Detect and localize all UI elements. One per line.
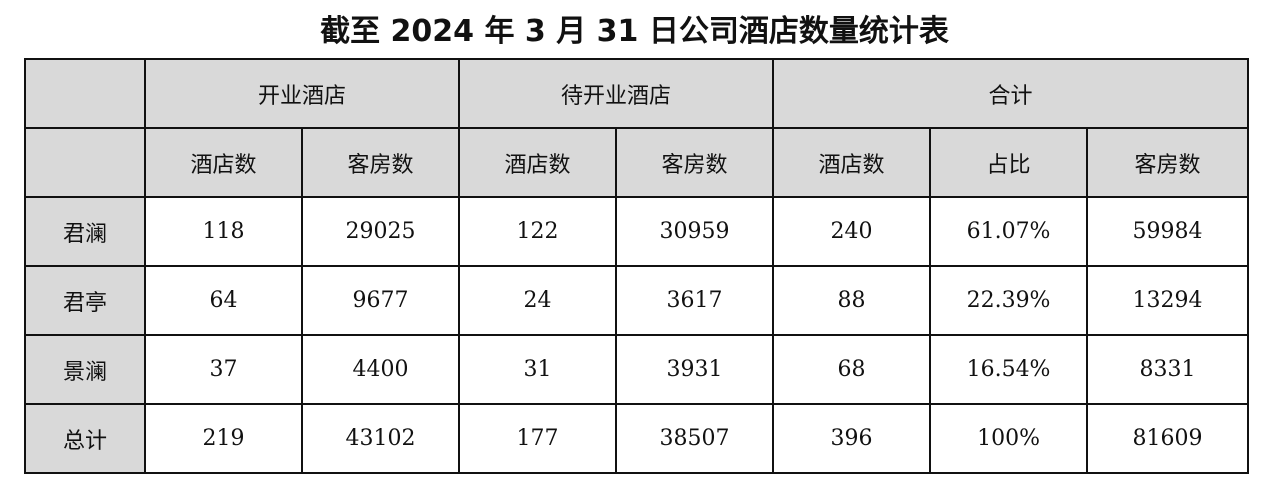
group-header-open: 开业酒店 [143, 58, 461, 129]
table-cell: 100% [929, 403, 1089, 474]
table-cell: 16.54% [929, 334, 1089, 405]
table-cell: 13294 [1086, 265, 1250, 336]
table-row-total: 总计 219 43102 177 38507 396 100% 81609 [24, 403, 1250, 474]
table-cell: 81609 [1086, 403, 1250, 474]
table-cell: 64 [144, 265, 303, 336]
table-cell: 37 [144, 334, 303, 405]
table-row: 君澜 118 29025 122 30959 240 61.07% 59984 [24, 196, 1250, 267]
table-cell: 68 [772, 334, 932, 405]
sub-header-cell: 酒店数 [144, 127, 303, 198]
table-row: 景澜 37 4400 31 3931 68 16.54% 8331 [24, 334, 1250, 405]
table-cell: 3617 [615, 265, 775, 336]
table-cell: 24 [458, 265, 618, 336]
table-cell: 219 [144, 403, 303, 474]
sub-header-cell: 客房数 [300, 127, 461, 198]
table-cell: 122 [458, 196, 618, 267]
table-cell: 396 [772, 403, 932, 474]
row-label: 君亭 [24, 265, 146, 336]
sub-header-row: 酒店数 客房数 酒店数 客房数 酒店数 占比 客房数 [24, 127, 1250, 198]
table-cell: 38507 [615, 403, 775, 474]
table-cell: 88 [772, 265, 932, 336]
table-cell: 61.07% [929, 196, 1089, 267]
table-cell: 59984 [1086, 196, 1250, 267]
group-header-pending: 待开业酒店 [458, 58, 775, 129]
table-cell: 4400 [300, 334, 461, 405]
corner-cell [24, 127, 146, 198]
group-header-row: 开业酒店 待开业酒店 合计 [24, 58, 1250, 129]
sub-header-cell: 酒店数 [772, 127, 932, 198]
hotel-stats-table: 开业酒店 待开业酒店 合计 酒店数 客房数 酒店数 客房数 酒店数 占比 客房数… [24, 58, 1250, 474]
row-label: 总计 [24, 403, 146, 474]
corner-cell [24, 58, 146, 129]
sub-header-cell: 酒店数 [458, 127, 618, 198]
table-cell: 29025 [300, 196, 461, 267]
table-cell: 177 [458, 403, 618, 474]
row-label: 景澜 [24, 334, 146, 405]
table-cell: 9677 [300, 265, 461, 336]
table-cell: 43102 [300, 403, 461, 474]
sub-header-cell: 占比 [929, 127, 1089, 198]
table-cell: 240 [772, 196, 932, 267]
table-cell: 3931 [615, 334, 775, 405]
table-cell: 31 [458, 334, 618, 405]
table-cell: 22.39% [929, 265, 1089, 336]
row-label: 君澜 [24, 196, 146, 267]
sub-header-cell: 客房数 [615, 127, 775, 198]
page-title: 截至 2024 年 3 月 31 日公司酒店数量统计表 [320, 14, 949, 49]
table-cell: 30959 [615, 196, 775, 267]
table-row: 君亭 64 9677 24 3617 88 22.39% 13294 [24, 265, 1250, 336]
table-cell: 118 [144, 196, 303, 267]
group-header-total: 合计 [772, 58, 1250, 129]
table-cell: 8331 [1086, 334, 1250, 405]
sub-header-cell: 客房数 [1086, 127, 1250, 198]
